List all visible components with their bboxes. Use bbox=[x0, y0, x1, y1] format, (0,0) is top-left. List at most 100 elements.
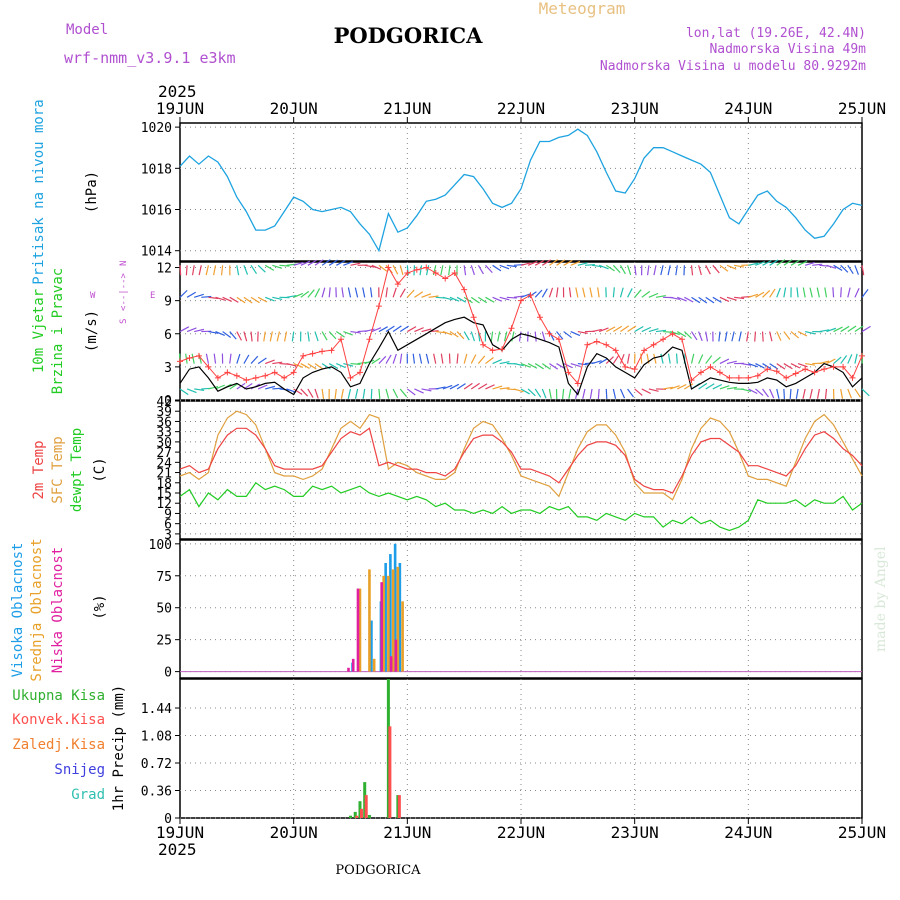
wind-arrow bbox=[520, 262, 531, 266]
wind-arrow bbox=[819, 329, 830, 333]
cloud-bar bbox=[368, 569, 371, 672]
cloud-bar bbox=[389, 554, 392, 672]
wind-arrow bbox=[490, 331, 494, 342]
wind-arrow bbox=[676, 331, 687, 338]
wind-arrow bbox=[220, 265, 224, 276]
cloud-bar bbox=[384, 563, 387, 672]
gust-marker bbox=[679, 336, 686, 343]
y-tick-label: 12 bbox=[156, 497, 172, 512]
precip-legend-conv: Konvek.Kisa bbox=[12, 712, 105, 728]
wind-arrow bbox=[321, 287, 326, 298]
bottom-tick-label: 20JUN bbox=[270, 823, 318, 842]
wind-arrow bbox=[179, 289, 188, 298]
wind-arrow bbox=[627, 325, 637, 333]
wind-arrow bbox=[612, 287, 615, 298]
wind-arrow bbox=[300, 260, 311, 266]
wind-arrow bbox=[705, 331, 709, 342]
wind-arrow bbox=[847, 287, 851, 298]
wind-arrow bbox=[371, 327, 382, 333]
wind-arrow bbox=[555, 287, 559, 298]
wind-arrow bbox=[655, 294, 666, 298]
wind-arrow bbox=[314, 331, 319, 342]
wind-arrow bbox=[236, 296, 246, 304]
gust-marker bbox=[347, 374, 354, 381]
gust-marker bbox=[584, 341, 591, 348]
wind-arrow bbox=[790, 331, 800, 339]
wind-arrow bbox=[748, 388, 758, 395]
wind-arrow bbox=[670, 296, 681, 301]
gust-marker bbox=[603, 341, 610, 348]
gust-marker bbox=[214, 374, 221, 381]
wind-arrow bbox=[809, 388, 813, 399]
y-tick-label: 24 bbox=[156, 456, 172, 471]
wind-arrow bbox=[378, 326, 388, 333]
wind-arrow bbox=[527, 291, 537, 298]
wind-arrow bbox=[582, 287, 586, 298]
wind-arrow bbox=[328, 287, 331, 298]
wind-arrow bbox=[499, 264, 510, 270]
wind-arrow bbox=[605, 356, 614, 365]
gust-marker bbox=[527, 292, 534, 299]
wind-arrow bbox=[741, 388, 752, 392]
wind-arrow bbox=[347, 388, 352, 399]
wind-arrow bbox=[726, 386, 737, 390]
wind-arrow bbox=[748, 293, 759, 298]
wind-arrow bbox=[425, 353, 430, 364]
wind-arrow bbox=[619, 388, 626, 399]
gust-marker bbox=[622, 363, 629, 370]
wind-arrow bbox=[840, 325, 850, 333]
wind-arrow bbox=[179, 326, 190, 333]
wind-arrow bbox=[762, 388, 769, 398]
wind-arrow bbox=[250, 264, 258, 275]
wind-arrow bbox=[734, 296, 745, 300]
wind-arrow bbox=[589, 388, 593, 399]
wind-arrow bbox=[762, 260, 772, 266]
wind-arrow bbox=[272, 264, 283, 269]
wind-arrow bbox=[719, 358, 730, 365]
wind-arrow bbox=[589, 287, 593, 298]
wind-arrow bbox=[205, 353, 210, 364]
year-top: 2025 bbox=[158, 82, 197, 101]
top-tick-label: 19JUN bbox=[156, 99, 204, 118]
wind-arrow bbox=[307, 289, 315, 298]
wind-arrow bbox=[191, 265, 195, 276]
wind-arrow bbox=[833, 356, 842, 365]
wind-arrow bbox=[568, 388, 572, 399]
y-tick-label: 27 bbox=[156, 446, 172, 461]
wind-arrow bbox=[215, 330, 225, 337]
wind-arrow bbox=[385, 325, 395, 333]
wind-arrow bbox=[783, 388, 786, 399]
wind-arrow bbox=[257, 296, 268, 303]
wind-arrow bbox=[186, 388, 197, 394]
wind-arrow bbox=[726, 296, 737, 301]
gust-marker bbox=[309, 350, 316, 357]
wind-arrow bbox=[719, 296, 730, 303]
wind-arrow bbox=[570, 362, 581, 368]
wind-arrow bbox=[257, 264, 266, 273]
wind-arrow bbox=[343, 261, 353, 266]
wind-arrow bbox=[191, 353, 195, 364]
wind-arrow bbox=[328, 259, 338, 266]
wind-arrow bbox=[705, 265, 711, 275]
rose-west: W bbox=[90, 291, 96, 301]
gust-marker bbox=[764, 366, 771, 373]
wind-arrow bbox=[236, 265, 240, 276]
wind-arrow bbox=[591, 328, 602, 333]
wind-arrow bbox=[541, 363, 551, 370]
wind-arrow bbox=[364, 359, 375, 365]
wind-direction-arrows bbox=[179, 259, 871, 399]
gust-marker bbox=[631, 366, 638, 373]
gust-marker bbox=[792, 370, 799, 377]
wind-arrow bbox=[470, 354, 477, 364]
rose-south: S bbox=[119, 319, 129, 324]
temp-label-2m: 2m Temp bbox=[31, 440, 47, 499]
wind-arrow bbox=[527, 363, 538, 369]
wind-arrow bbox=[861, 388, 870, 397]
wind-arrow bbox=[783, 259, 793, 266]
wind-arrow bbox=[470, 265, 476, 275]
wind-arrow bbox=[833, 326, 843, 333]
gust-marker bbox=[802, 366, 809, 373]
wind-arrow bbox=[563, 331, 572, 339]
wind-arrow bbox=[364, 264, 375, 268]
wind-arrow bbox=[456, 353, 459, 364]
